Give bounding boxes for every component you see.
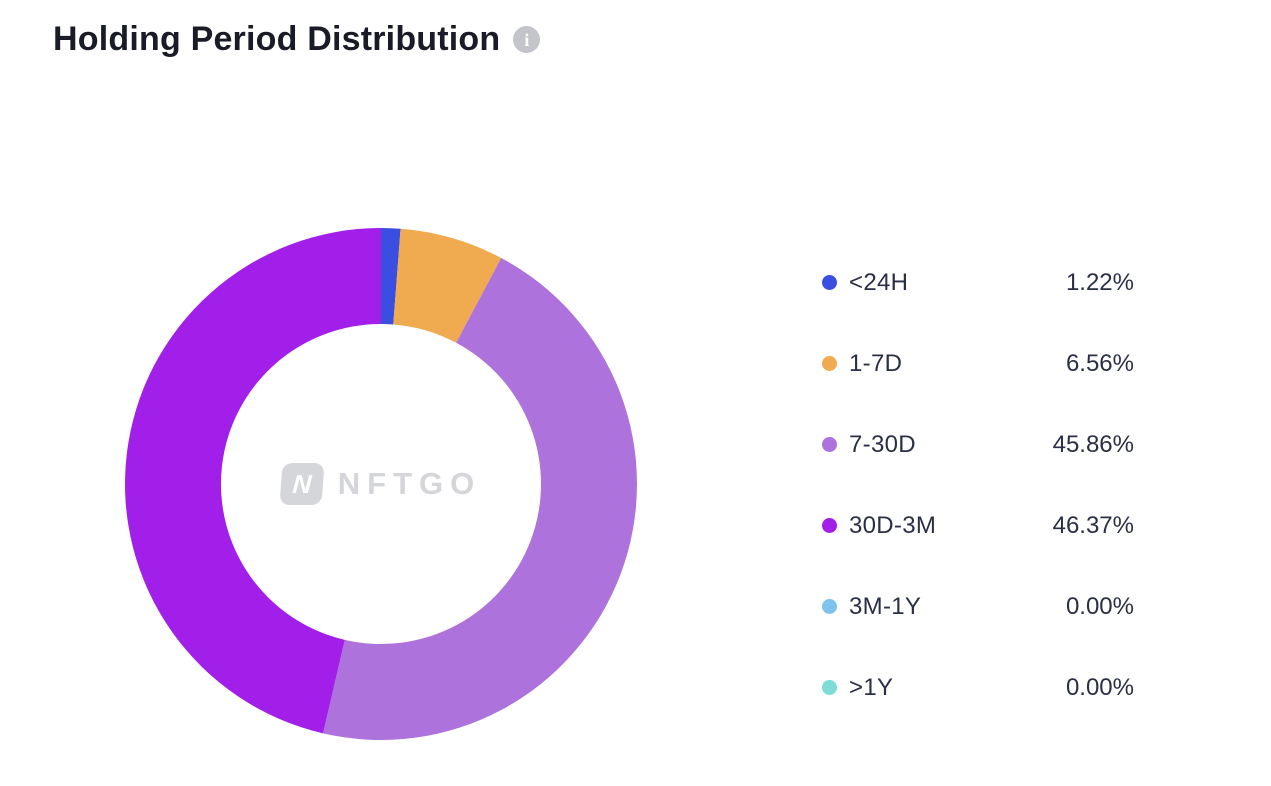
- legend-row-30d-3m[interactable]: 30D-3M 46.37%: [822, 511, 1134, 539]
- page-title: Holding Period Distribution: [53, 20, 501, 58]
- legend-value: 0.00%: [1065, 592, 1134, 620]
- legend-label: 1-7D: [849, 349, 903, 377]
- info-icon[interactable]: i: [513, 26, 541, 53]
- legend-value: 0.00%: [1065, 673, 1134, 701]
- legend-value: 45.86%: [1052, 430, 1134, 458]
- chart-header: Holding Period Distribution i: [53, 20, 541, 59]
- legend-label: >1Y: [849, 673, 894, 701]
- legend-row-3m-1y[interactable]: 3M-1Y 0.00%: [822, 592, 1134, 620]
- legend-dot-1-7d: [822, 356, 837, 371]
- legend-dot-30d-3m: [822, 518, 837, 533]
- legend-dot-24h: [822, 275, 837, 290]
- legend-row-1y[interactable]: >1Y 0.00%: [822, 673, 1134, 701]
- legend-value: 1.22%: [1065, 268, 1134, 296]
- legend-dot-3m-1y: [822, 599, 837, 614]
- legend-label: 7-30D: [849, 430, 916, 458]
- donut-segment-7-30d[interactable]: [323, 257, 637, 740]
- donut-segment-24h[interactable]: [381, 228, 401, 325]
- legend-dot-7-30d: [822, 437, 837, 452]
- legend-row-24h[interactable]: <24H 1.22%: [822, 268, 1134, 296]
- legend-label: 3M-1Y: [849, 592, 922, 620]
- legend-dot-1y: [822, 680, 837, 695]
- donut-chart: [121, 224, 641, 744]
- legend-row-7-30d[interactable]: 7-30D 45.86%: [822, 430, 1134, 458]
- donut-segment-1-7d[interactable]: [393, 228, 502, 343]
- donut-segment-30d-3m[interactable]: [125, 228, 382, 734]
- legend-value: 6.56%: [1065, 349, 1134, 377]
- legend-row-1-7d[interactable]: 1-7D 6.56%: [822, 349, 1134, 377]
- donut-svg: [125, 228, 637, 740]
- legend-value: 46.37%: [1052, 511, 1134, 539]
- chart-legend: <24H 1.22% 1-7D 6.56% 7-30D 45.86% 30D-3M 46.37…: [822, 268, 1134, 756]
- legend-label: <24H: [849, 268, 909, 296]
- legend-label: 30D-3M: [849, 511, 937, 539]
